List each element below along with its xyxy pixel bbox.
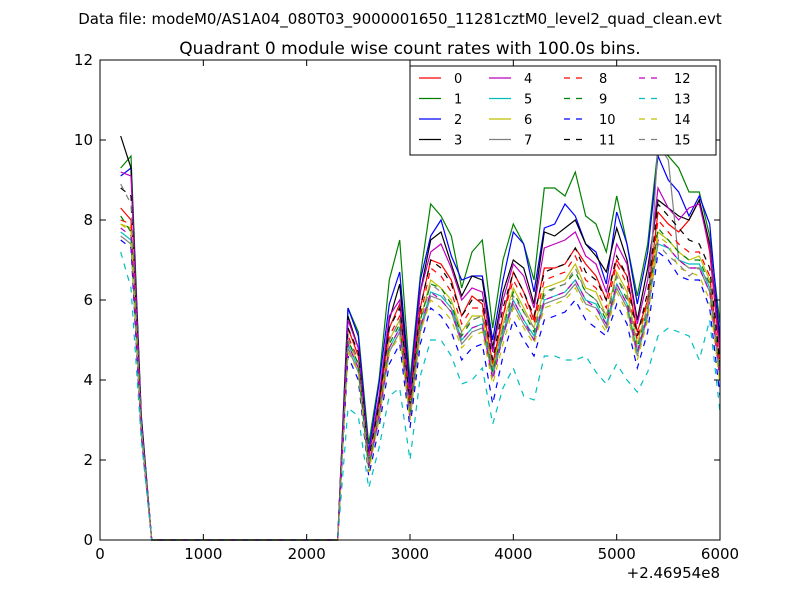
series-line-4 xyxy=(120,171,721,541)
series-line-0 xyxy=(120,198,721,541)
y-tick-label: 2 xyxy=(83,451,93,469)
legend-label-6: 6 xyxy=(524,113,532,128)
chart-suptitle: Data file: modeM0/AS1A04_080T03_90000016… xyxy=(78,10,722,29)
y-tick-label: 10 xyxy=(74,131,93,149)
series-line-6 xyxy=(120,223,721,541)
x-tick-label: 1000 xyxy=(184,545,222,563)
legend-label-0: 0 xyxy=(454,72,462,87)
legend-label-7: 7 xyxy=(524,134,532,149)
legend-box xyxy=(409,65,717,156)
x-tick-label: 4000 xyxy=(494,545,532,563)
series-line-2 xyxy=(120,153,721,541)
chart-title: Quadrant 0 module wise count rates with … xyxy=(179,39,640,59)
series-line-11 xyxy=(120,187,721,541)
y-tick-label: 0 xyxy=(83,531,93,549)
legend-label-9: 9 xyxy=(599,93,607,108)
y-tick-label: 8 xyxy=(83,211,93,229)
y-tick-label: 6 xyxy=(83,291,93,309)
legend-label-2: 2 xyxy=(454,113,462,128)
y-tick-label: 12 xyxy=(74,51,93,69)
x-tick-label: 5000 xyxy=(598,545,636,563)
series-line-13 xyxy=(120,251,721,541)
legend-label-15: 15 xyxy=(674,134,691,149)
y-tick-label: 4 xyxy=(83,371,93,389)
legend-label-1: 1 xyxy=(454,93,462,108)
legend-label-10: 10 xyxy=(599,113,616,128)
legend-label-3: 3 xyxy=(454,134,462,149)
series-line-14 xyxy=(120,223,721,541)
series-line-15 xyxy=(120,183,721,541)
legend-label-12: 12 xyxy=(674,72,691,87)
plot-lines xyxy=(120,135,721,541)
legend-label-5: 5 xyxy=(524,93,532,108)
x-offset-label: +2.46954e8 xyxy=(627,564,720,582)
legend-label-8: 8 xyxy=(599,72,607,87)
x-tick-label: 6000 xyxy=(701,545,739,563)
x-tick-label: 3000 xyxy=(391,545,429,563)
legend-label-4: 4 xyxy=(524,72,532,87)
x-tick-label: 0 xyxy=(95,545,105,563)
legend-label-11: 11 xyxy=(599,134,616,149)
legend-label-13: 13 xyxy=(674,93,691,108)
x-tick-label: 2000 xyxy=(288,545,326,563)
series-line-8 xyxy=(120,218,721,541)
series-line-3 xyxy=(120,135,721,541)
legend-label-14: 14 xyxy=(674,113,691,128)
